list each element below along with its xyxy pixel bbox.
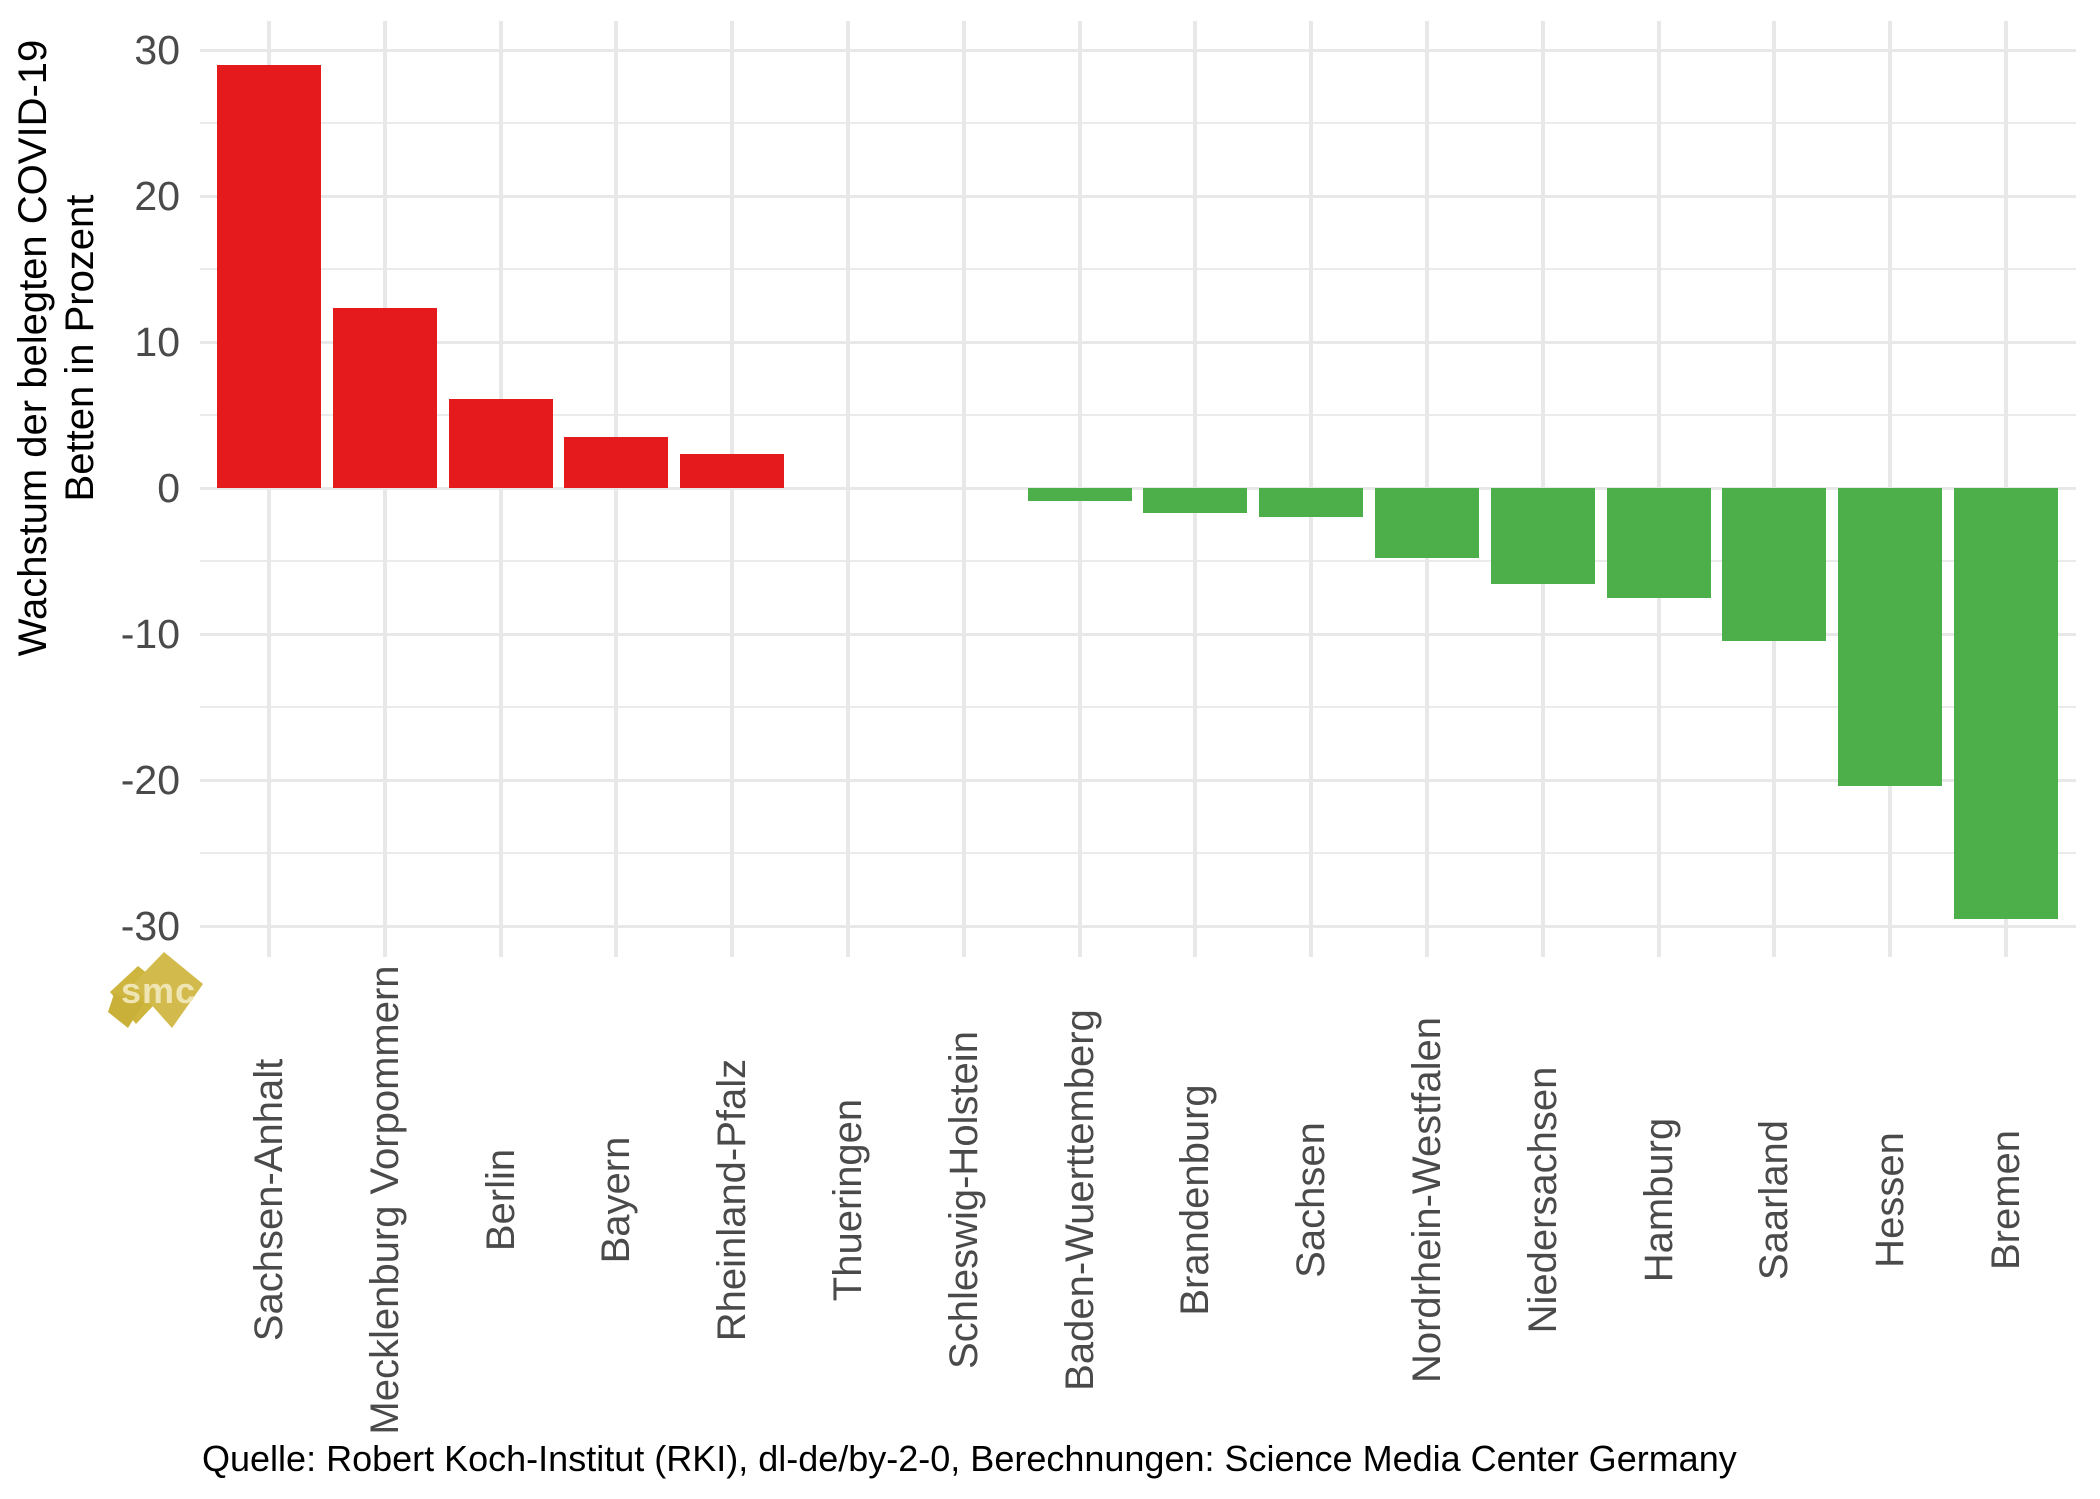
x-label-bremen: Bremen [1984,1129,2028,1271]
y-tick-label-30: 30 [134,27,180,73]
x-label-berlin: Berlin [478,1148,523,1252]
y-axis-title: Wachstum der belegten COVID-19 Betten in… [10,0,104,848]
x-label-sachsen: Sachsen [1289,1122,1334,1278]
bar-niedersachsen [1490,488,1595,585]
smc-logo-text: smc [121,970,196,1011]
y-axis-title-line-1: Wachstum der belegten COVID-19 [11,39,55,657]
gridline-v-1 [382,21,387,957]
gridline-h-minor--5 [200,560,2076,562]
bar-saarland [1722,488,1827,642]
y-tick-label--20: -20 [120,757,180,803]
gridline-v-6 [961,21,966,957]
bar-berlin [448,398,553,488]
y-axis-title-line-2: Betten in Prozent [58,194,102,502]
gridline-v-4 [730,21,735,957]
gridline-h-minor--25 [200,852,2076,854]
y-tick-label-0: 0 [157,465,180,511]
y-tick-label-10: 10 [134,319,180,365]
gridline-h--10 [200,632,2076,636]
x-label-hessen: Hessen [1868,1132,1913,1268]
y-tick-label--10: -10 [120,611,180,657]
bar-bremen [1954,488,2058,919]
y-tick-label--30: -30 [120,903,180,949]
y-tick-label-20: 20 [134,173,180,219]
x-label-thueringen: Thueringen [826,1098,870,1302]
bar-mecklenburg-vorpommern [332,308,437,488]
gridline-h-30 [200,48,2076,52]
bar-baden-wuerttemberg [1027,488,1132,502]
gridline-h-10 [200,340,2076,344]
gridline-h-minor-5 [200,414,2076,416]
source-caption: Quelle: Robert Koch-Institut (RKI), dl-d… [202,1438,1737,1479]
gridline-v-2 [498,21,503,957]
bar-brandenburg [1143,488,1248,513]
bar-hamburg [1606,488,1711,598]
gridline-h--20 [200,778,2076,782]
gridline-h--30 [200,924,2076,928]
smc-logo-shape-bottom [108,994,144,1028]
x-label-nordrhein-westfalen: Nordrhein-Westfalen [1405,1016,1449,1384]
gridline-h-0 [200,486,2076,490]
x-label-rheinland-pfalz: Rheinland-Pfalz [710,1058,755,1342]
x-label-bayern: Bayern [594,1136,639,1264]
smc-logo-shape-right [133,952,203,1028]
gridline-v-5 [846,21,850,957]
bar-sachsen-anhalt [217,64,321,488]
x-label-sachsen-anhalt: Sachsen-Anhalt [247,1058,291,1342]
bar-hessen [1838,488,1943,786]
gridline-h-20 [200,194,2076,198]
smc-logo: smc [108,952,203,1028]
x-label-hamburg: Hamburg [1636,1117,1681,1283]
bar-rheinland-pfalz [680,454,785,488]
gridline-h-minor-25 [200,122,2076,124]
bar-bayern [564,436,669,488]
x-label-baden-wuerttemberg: Baden-Wuerttemberg [1057,1009,1102,1391]
x-label-schleswig-holstein: Schleswig-Holstein [941,1031,986,1369]
gridline-v-0 [267,21,271,957]
gridline-v-3 [614,21,619,957]
x-label-saarland: Saarland [1752,1119,1797,1281]
x-label-brandenburg: Brandenburg [1173,1084,1218,1316]
gridline-h-minor-15 [200,268,2076,270]
x-label-niedersachsen: Niedersachsen [1520,1066,1565,1334]
gridline-h-minor--15 [200,706,2076,708]
x-label-mecklenburg-vorpommern: Mecklenburg Vorpommern [362,965,407,1435]
bar-sachsen [1259,488,1364,518]
bar-nordrhein-westfalen [1375,488,1479,559]
